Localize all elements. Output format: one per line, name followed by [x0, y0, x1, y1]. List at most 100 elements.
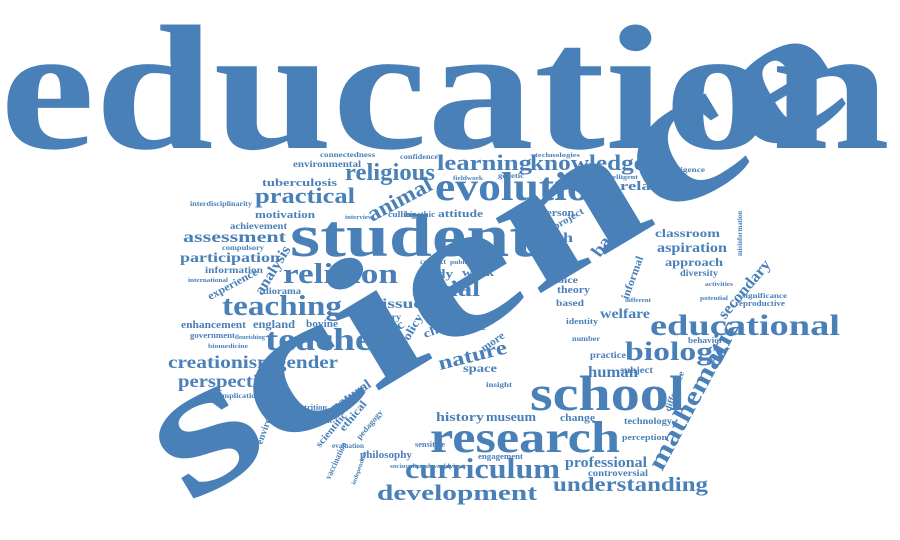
word-based: based	[556, 298, 584, 308]
word-religious: religious	[345, 160, 435, 186]
word-change: change	[560, 412, 595, 424]
word-evaluation: evaluation	[332, 442, 364, 450]
word-subject: subject	[620, 365, 653, 375]
word-religion: religion	[283, 259, 399, 290]
word-bioethic: bioethic	[405, 210, 435, 219]
word-public: public	[450, 260, 470, 266]
word-biomedicine: biomedicine	[208, 344, 248, 350]
word-diversity: diversity	[680, 268, 719, 278]
word-government: government	[190, 331, 235, 340]
word-history: history	[436, 409, 485, 424]
word-practice: practice	[590, 350, 626, 360]
word-choice: choice	[546, 275, 578, 285]
word-confidence: confidence	[400, 153, 438, 161]
word-school: school	[530, 365, 685, 421]
word-ethic: ethic	[456, 319, 487, 333]
word-aspiration: aspiration	[657, 241, 727, 256]
word-gender: gender	[276, 352, 338, 372]
word-work: work	[462, 267, 495, 279]
word-implication: implication	[220, 392, 260, 400]
word-bovine: bovine	[306, 319, 339, 330]
word-museum: museum	[486, 409, 536, 424]
word-achievement: achievement	[230, 221, 287, 231]
word-flourishing: flourishing	[235, 335, 265, 341]
word-practical: practical	[255, 183, 355, 208]
word-technologies: technologies	[535, 153, 581, 159]
word-learning: learning	[437, 150, 532, 175]
word-assessment: assessment	[183, 229, 287, 246]
word-teaching: teaching	[222, 291, 342, 322]
word-knowledge: knowledge	[530, 150, 645, 175]
word-attitude: attitude	[438, 208, 483, 220]
word-engagement: engagement	[478, 452, 523, 461]
word-issue: issue	[382, 297, 422, 312]
word-sociocultural: sociocultural	[390, 464, 430, 470]
word-worldviews: worldviews	[432, 464, 467, 470]
word-classroom: classroom	[655, 226, 720, 240]
word-teacher: teacher	[265, 321, 390, 357]
word-identity: identity	[566, 317, 598, 326]
word-genetic: genetic	[498, 172, 524, 180]
word-potential: potential	[700, 296, 728, 302]
word-culling: culling	[388, 210, 416, 219]
word-person: person	[540, 207, 574, 219]
word-relationship: relationship	[620, 178, 715, 193]
word-evolution: evolution	[435, 164, 615, 209]
word-professional: professional	[565, 455, 647, 471]
word-technology: technology	[624, 416, 673, 426]
word-participation: participation	[180, 251, 280, 266]
word-number: number	[572, 335, 600, 343]
word-understanding: understanding	[553, 474, 708, 496]
word-significance: significance	[742, 292, 787, 300]
word-theory: theory	[557, 285, 590, 296]
word-research: research	[430, 413, 620, 462]
word-approach: approach	[665, 255, 723, 269]
word-diorama: diorama	[263, 286, 302, 296]
word-environmental: environmental	[293, 159, 362, 169]
word-impact: impact	[470, 254, 502, 264]
word-controversial: controversial	[588, 468, 649, 478]
word-fieldwork: fieldwork	[453, 176, 484, 182]
word-study: study	[418, 266, 454, 281]
word-insight: insight	[486, 381, 513, 389]
word-connectedness: connectedness	[320, 151, 375, 159]
word-reproductive: reproductive	[735, 299, 786, 308]
word-perception: perception	[622, 433, 668, 442]
word-motivation: motivation	[255, 209, 315, 221]
word-place: place	[440, 310, 465, 320]
word-development: development	[377, 480, 538, 505]
word-philosophy: philosophy	[360, 449, 412, 461]
word-england: england	[253, 317, 295, 331]
word-space: space	[463, 361, 498, 375]
word-misinformation: misinformation	[736, 211, 744, 256]
word-interdisciplinarity: interdisciplinarity	[190, 200, 253, 208]
word-intelligence: intelligence	[660, 166, 705, 174]
word-activities: activities	[705, 282, 734, 288]
word-student: student	[290, 203, 535, 269]
word-education: education	[0, 0, 890, 187]
word-health: health	[525, 231, 573, 246]
word-context: context	[420, 258, 447, 266]
word-behavior: behavior	[688, 336, 724, 345]
word-curriculum: curriculum	[405, 454, 560, 485]
word-perspective: perspective	[178, 371, 278, 391]
word-intelligent: intelligent	[603, 175, 638, 181]
word-welfare: welfare	[600, 307, 650, 322]
word-sensitive: sensitive	[415, 440, 445, 449]
word-educational: educational	[650, 309, 840, 342]
word-biology: biology	[625, 337, 730, 366]
word-information: information	[205, 265, 263, 275]
word-human: human	[588, 364, 638, 381]
word-primary: primary	[366, 312, 402, 322]
word-international: international	[188, 278, 228, 284]
word-social: social	[412, 276, 480, 301]
word-important: important	[300, 416, 332, 425]
word-nutrition: nutrition	[295, 403, 328, 412]
word-tuberculosis: tuberculosis	[262, 177, 338, 189]
word-creationism: creationism	[168, 352, 275, 372]
word-different: different	[625, 298, 651, 304]
word-compulsory: compulsory	[222, 244, 265, 252]
word-enhancement: enhancement	[181, 320, 247, 331]
word-interview: interview	[345, 215, 374, 221]
